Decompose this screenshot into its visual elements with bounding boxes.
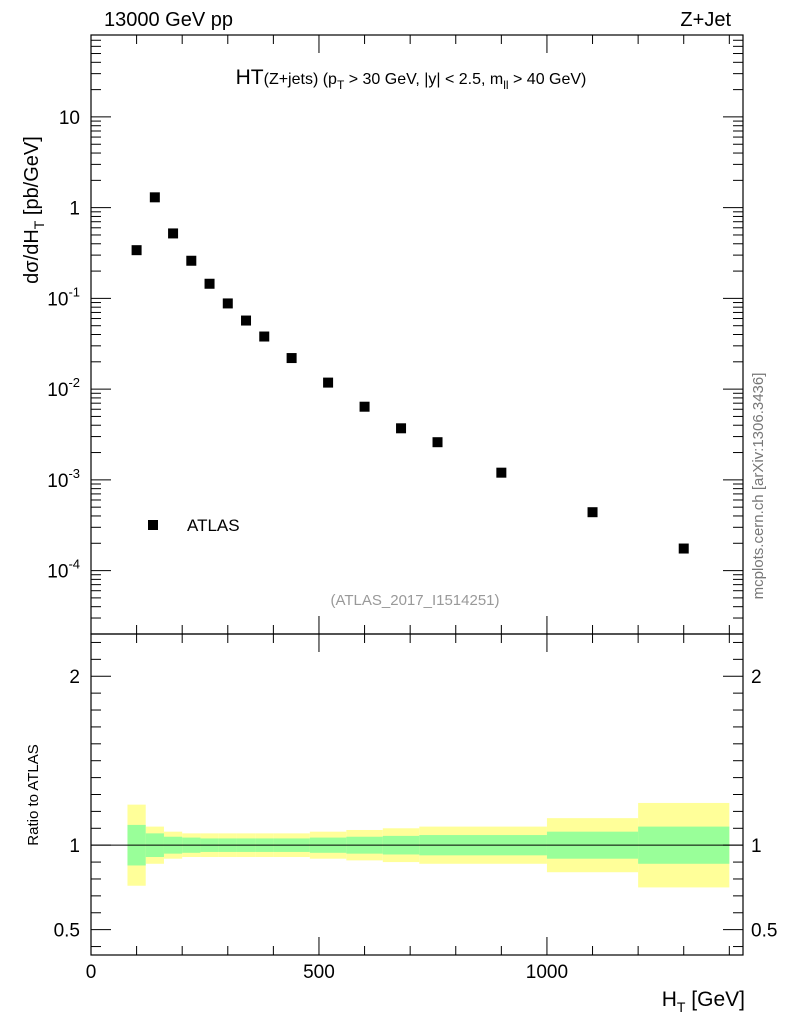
data-point-4 (204, 278, 215, 289)
analysis-id-label: (ATLAS_2017_I1514251) (330, 592, 499, 609)
x-tick-label-500: 500 (303, 962, 335, 983)
data-point-12 (432, 437, 443, 448)
header-right-label: Z+Jet (680, 9, 731, 31)
ratio-y-tick-label-left-0: 0.5 (54, 921, 80, 942)
plot-title-sub3: > 40 GeV) (509, 71, 587, 88)
data-point-15 (678, 543, 689, 554)
x-tick-label-0: 0 (86, 962, 97, 983)
main-y-tick-label-exponent: -1 (68, 284, 80, 299)
main-y-axis-label-main: dσ/dH (21, 229, 43, 284)
data-point-10 (359, 401, 370, 412)
x-axis-label: HT [GeV] (662, 988, 745, 1015)
main-y-tick-label-1: 10-3 (47, 466, 80, 492)
data-point-2 (168, 228, 179, 239)
plot-title-sub-t: T (337, 78, 345, 92)
main-y-tick-label-mantissa: 10 (47, 380, 68, 401)
main-y-tick-label-exponent: -4 (68, 557, 80, 572)
data-point-8 (286, 353, 297, 364)
atlas-data-points (131, 192, 689, 554)
data-point-14 (587, 507, 598, 518)
plot-title-sub2: > 30 GeV, |y| < 2.5, m (344, 71, 503, 88)
main-y-tick-label-4: 1 (69, 199, 80, 220)
main-y-tick-label-exponent: -3 (68, 466, 80, 481)
main-y-tick-label-exponent: -2 (68, 375, 80, 390)
plot-title-main: HT (236, 66, 264, 89)
main-y-tick-label-mantissa: 1 (69, 199, 80, 220)
plot-title-sub: (Z+jets) (p (264, 71, 337, 88)
x-axis-label-sub: T (677, 999, 686, 1015)
ratio-y-tick-label-left-2: 2 (69, 667, 80, 688)
x-axis-label-main: H (662, 988, 677, 1011)
main-y-axis-label-sub: T (31, 220, 47, 229)
ratio-y-axis-label: Ratio to ATLAS (25, 744, 42, 845)
data-point-1 (149, 192, 160, 203)
x-axis-label-unit: [GeV] (685, 988, 745, 1011)
ratio-y-tick-label-left-1: 1 (69, 836, 80, 857)
main-y-axis-label: dσ/dHT [pb/GeV] (21, 136, 47, 284)
main-y-tick-label-mantissa: 10 (47, 562, 68, 583)
data-point-5 (222, 298, 233, 309)
ratio-y-tick-label-right-0: 0.5 (751, 921, 777, 942)
data-point-6 (241, 315, 252, 326)
main-y-axis-label-unit: [pb/GeV] (21, 136, 43, 221)
data-point-0 (131, 245, 142, 256)
watermark: mcplots.cern.ch [arXiv:1306.3436] (750, 373, 767, 600)
plot-title-sub-ll: ll (503, 78, 508, 92)
ratio-y-tick-label-right-2: 2 (751, 667, 762, 688)
main-y-tick-label-5: 10 (59, 108, 80, 129)
ratio-panel: 0 500 1000 0.5 0.5 1 1 2 2 (54, 633, 777, 983)
main-y-tick-label-mantissa: 10 (47, 289, 68, 310)
data-point-11 (396, 423, 407, 434)
main-y-tick-label-mantissa: 10 (59, 108, 80, 129)
plot-title: HT(Z+jets) (pT > 30 GeV, |y| < 2.5, mll … (236, 66, 587, 92)
main-y-tick-label-2: 10-2 (47, 375, 80, 401)
legend: ATLAS (148, 516, 240, 535)
main-y-tick-label-0: 10-4 (47, 557, 80, 583)
header-left-label: 13000 GeV pp (104, 9, 233, 31)
main-plot-frame (90, 34, 744, 635)
x-tick-label-1000: 1000 (526, 962, 568, 983)
ratio-y-tick-label-right-1: 1 (751, 836, 762, 857)
legend-marker-atlas (148, 520, 158, 530)
main-y-tick-label-mantissa: 10 (47, 471, 68, 492)
main-y-tick-label-3: 10-1 (47, 284, 80, 310)
ratio-plot-frame (90, 633, 744, 956)
data-point-9 (323, 377, 334, 388)
legend-label-atlas: ATLAS (187, 516, 240, 535)
data-point-3 (186, 255, 197, 266)
data-point-7 (259, 331, 270, 342)
data-point-13 (496, 467, 507, 478)
